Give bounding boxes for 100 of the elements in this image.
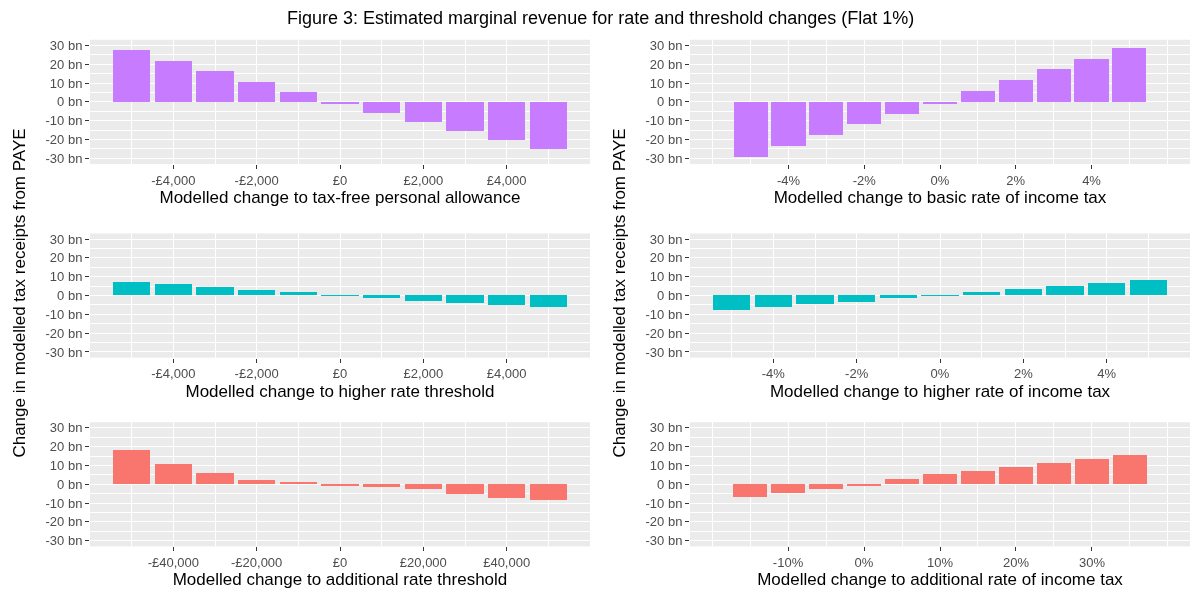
y-tick-label: 10 bn — [49, 269, 83, 285]
y-tick-label: 30 bn — [649, 420, 683, 436]
bar — [238, 480, 275, 485]
bar — [713, 295, 750, 311]
y-tick-label: -10 bn — [645, 306, 683, 322]
y-tick-label: -10 bn — [45, 306, 83, 322]
bar — [363, 484, 400, 488]
x-tick-label: -10% — [772, 554, 804, 570]
x-tick-label: -2% — [852, 172, 877, 188]
x-axis-title: Modelled change to higher rate threshold — [185, 381, 495, 401]
x-tick-label: 10% — [926, 554, 954, 570]
bar — [488, 484, 525, 499]
y-tick-label: 20 bn — [49, 439, 83, 455]
bar — [1075, 459, 1109, 485]
x-tick-label: 4% — [1097, 366, 1117, 382]
bar — [847, 484, 881, 487]
y-tick-label: -10 bn — [645, 495, 683, 511]
bar — [1088, 283, 1125, 296]
y-axis-title: Change in modelled tax receipts from PAYE — [610, 128, 630, 458]
x-tick-label: 0% — [930, 172, 950, 188]
bar — [321, 484, 359, 487]
y-tick-label: 10 bn — [649, 75, 683, 91]
y-tick-label: 0 bn — [57, 288, 83, 304]
bar — [1046, 286, 1084, 296]
y-tick-label: 0 bn — [657, 476, 683, 492]
bar — [755, 295, 792, 308]
bar — [280, 292, 317, 296]
bar — [963, 292, 1000, 296]
x-axis-title: Modelled change to additional rate threshold — [172, 570, 508, 590]
y-tick-label: 10 bn — [649, 269, 683, 285]
bar — [771, 101, 806, 146]
y-tick-label: -30 bn — [645, 150, 683, 166]
bar — [999, 467, 1033, 485]
bar — [113, 282, 150, 296]
bar — [885, 479, 919, 485]
x-tick-label: -£40,000 — [147, 554, 199, 570]
y-tick-label: 30 bn — [49, 231, 83, 247]
bar — [999, 79, 1033, 102]
x-tick-label: -4% — [761, 366, 786, 382]
y-tick-label: -20 bn — [45, 514, 83, 530]
bar — [238, 81, 275, 102]
bar — [280, 91, 317, 102]
x-axis-title: Modelled change to higher rate of income tax — [769, 381, 1111, 401]
y-tick-label: 10 bn — [49, 75, 83, 91]
y-tick-label: -20 bn — [45, 325, 83, 341]
bar — [405, 484, 442, 490]
y-tick-label: -20 bn — [645, 325, 683, 341]
chart-title: Figure 3: Estimated marginal revenue for rate and threshold changes (Flat 1%) — [287, 8, 915, 28]
x-axis-title: Modelled change to tax-free personal allowance — [159, 187, 521, 207]
bar — [446, 101, 484, 131]
x-tick-label: £0 — [332, 554, 348, 570]
x-tick-label: £0 — [332, 366, 348, 382]
bar — [155, 284, 192, 296]
bar — [838, 295, 875, 303]
bar — [446, 295, 484, 304]
y-tick-label: -10 bn — [45, 495, 83, 511]
x-tick-label: 2% — [1006, 172, 1026, 188]
bar — [809, 101, 843, 135]
bar — [796, 295, 834, 305]
x-axis-title: Modelled change to basic rate of income tax — [773, 187, 1107, 207]
x-tick-label: £4,000 — [486, 172, 527, 188]
y-tick-label: -20 bn — [645, 514, 683, 530]
bar — [885, 101, 919, 114]
x-axis-title: Modelled change to additional rate of income tax — [757, 570, 1124, 590]
bar — [280, 482, 317, 485]
bar — [1037, 68, 1071, 102]
x-tick-label: -£2,000 — [234, 366, 279, 382]
y-tick-label: 30 bn — [649, 37, 683, 53]
y-tick-label: 30 bn — [49, 37, 83, 53]
y-tick-label: -20 bn — [45, 132, 83, 148]
y-tick-label: 30 bn — [649, 231, 683, 247]
bar — [1074, 58, 1109, 102]
x-tick-label: £40,000 — [483, 554, 531, 570]
y-tick-label: 0 bn — [657, 94, 683, 110]
bar — [113, 450, 150, 485]
bar — [880, 295, 917, 299]
bar — [238, 290, 275, 296]
x-tick-label: -£4,000 — [151, 366, 196, 382]
y-tick-label: -30 bn — [45, 533, 83, 549]
x-tick-label: -2% — [845, 366, 869, 382]
bar — [488, 295, 525, 306]
x-tick-label: 30% — [1078, 554, 1106, 570]
bar — [196, 70, 234, 102]
x-tick-label: £0 — [332, 172, 348, 188]
x-tick-label: £2,000 — [403, 366, 444, 382]
y-tick-label: -30 bn — [645, 344, 683, 360]
x-tick-label: -£20,000 — [231, 554, 283, 570]
y-tick-label: -30 bn — [45, 344, 83, 360]
bar — [771, 484, 805, 494]
bar — [530, 101, 567, 149]
x-tick-label: 0% — [930, 366, 950, 382]
bar — [923, 474, 957, 485]
x-tick-label: 0% — [854, 554, 874, 570]
x-tick-label: 2% — [1013, 366, 1034, 382]
y-tick-label: -10 bn — [45, 113, 83, 129]
bar — [530, 295, 567, 308]
bar — [1005, 289, 1042, 296]
y-tick-label: -30 bn — [45, 150, 83, 166]
bar — [733, 484, 767, 498]
y-tick-label: -20 bn — [645, 132, 683, 148]
